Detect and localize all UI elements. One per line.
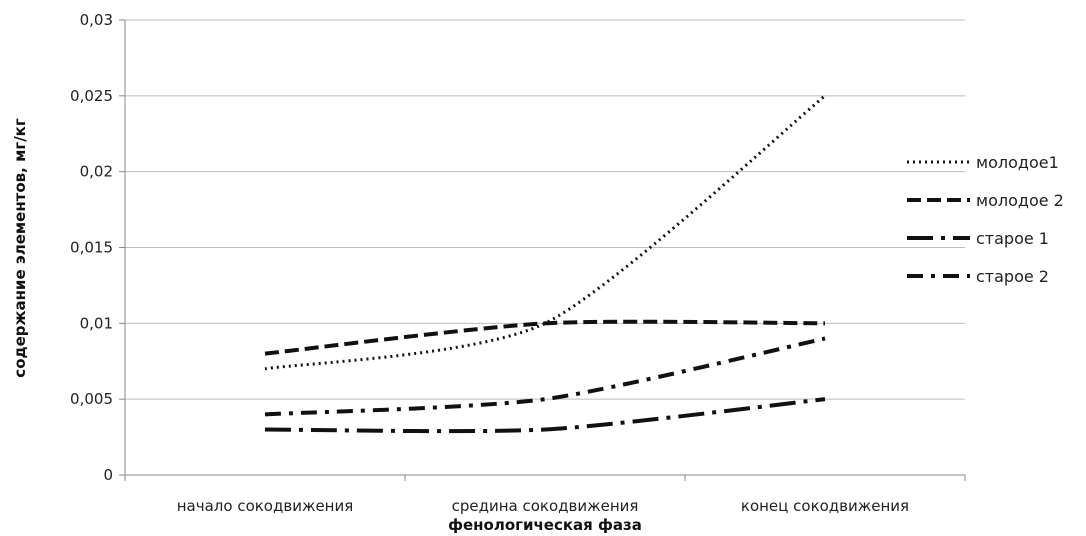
series-line-1 — [264, 94, 826, 371]
series-line-3 — [264, 397, 826, 434]
y-tick-label: 0,02 — [80, 163, 113, 181]
series-line-2 — [264, 319, 826, 356]
series-line-4 — [264, 336, 826, 417]
y-tick-labels: 0 0,005 0,01 0,015 0,02 0,025 0,03 — [70, 11, 113, 484]
legend-label: старое 1 — [976, 229, 1049, 248]
axes — [119, 19, 966, 481]
x-tick-label: средина сокодвижения — [452, 497, 639, 515]
y-tick-label: 0,015 — [70, 239, 113, 257]
legend-label: молодое 2 — [976, 191, 1064, 210]
y-tick-label: 0,01 — [80, 314, 113, 332]
legend-label: молодое1 — [976, 153, 1059, 172]
x-tick-label: начало сокодвижения — [177, 497, 354, 515]
gridlines — [125, 19, 965, 400]
series-lines — [264, 94, 826, 434]
y-tick-label: 0,03 — [80, 11, 113, 29]
legend: молодое1 молодое 2 старое 1 старое 2 — [907, 153, 1064, 286]
legend-label: старое 2 — [976, 267, 1049, 286]
y-axis-title: содержание элементов, мг/кг — [11, 118, 29, 378]
y-tick-label: 0 — [103, 466, 113, 484]
y-tick-label: 0,025 — [70, 87, 113, 105]
y-tick-label: 0,005 — [70, 390, 113, 408]
x-tick-label: конец сокодвижения — [741, 497, 909, 515]
x-tick-labels: начало сокодвижения средина сокодвижения к… — [177, 497, 909, 515]
x-axis-title: фенологическая фаза — [448, 516, 642, 534]
